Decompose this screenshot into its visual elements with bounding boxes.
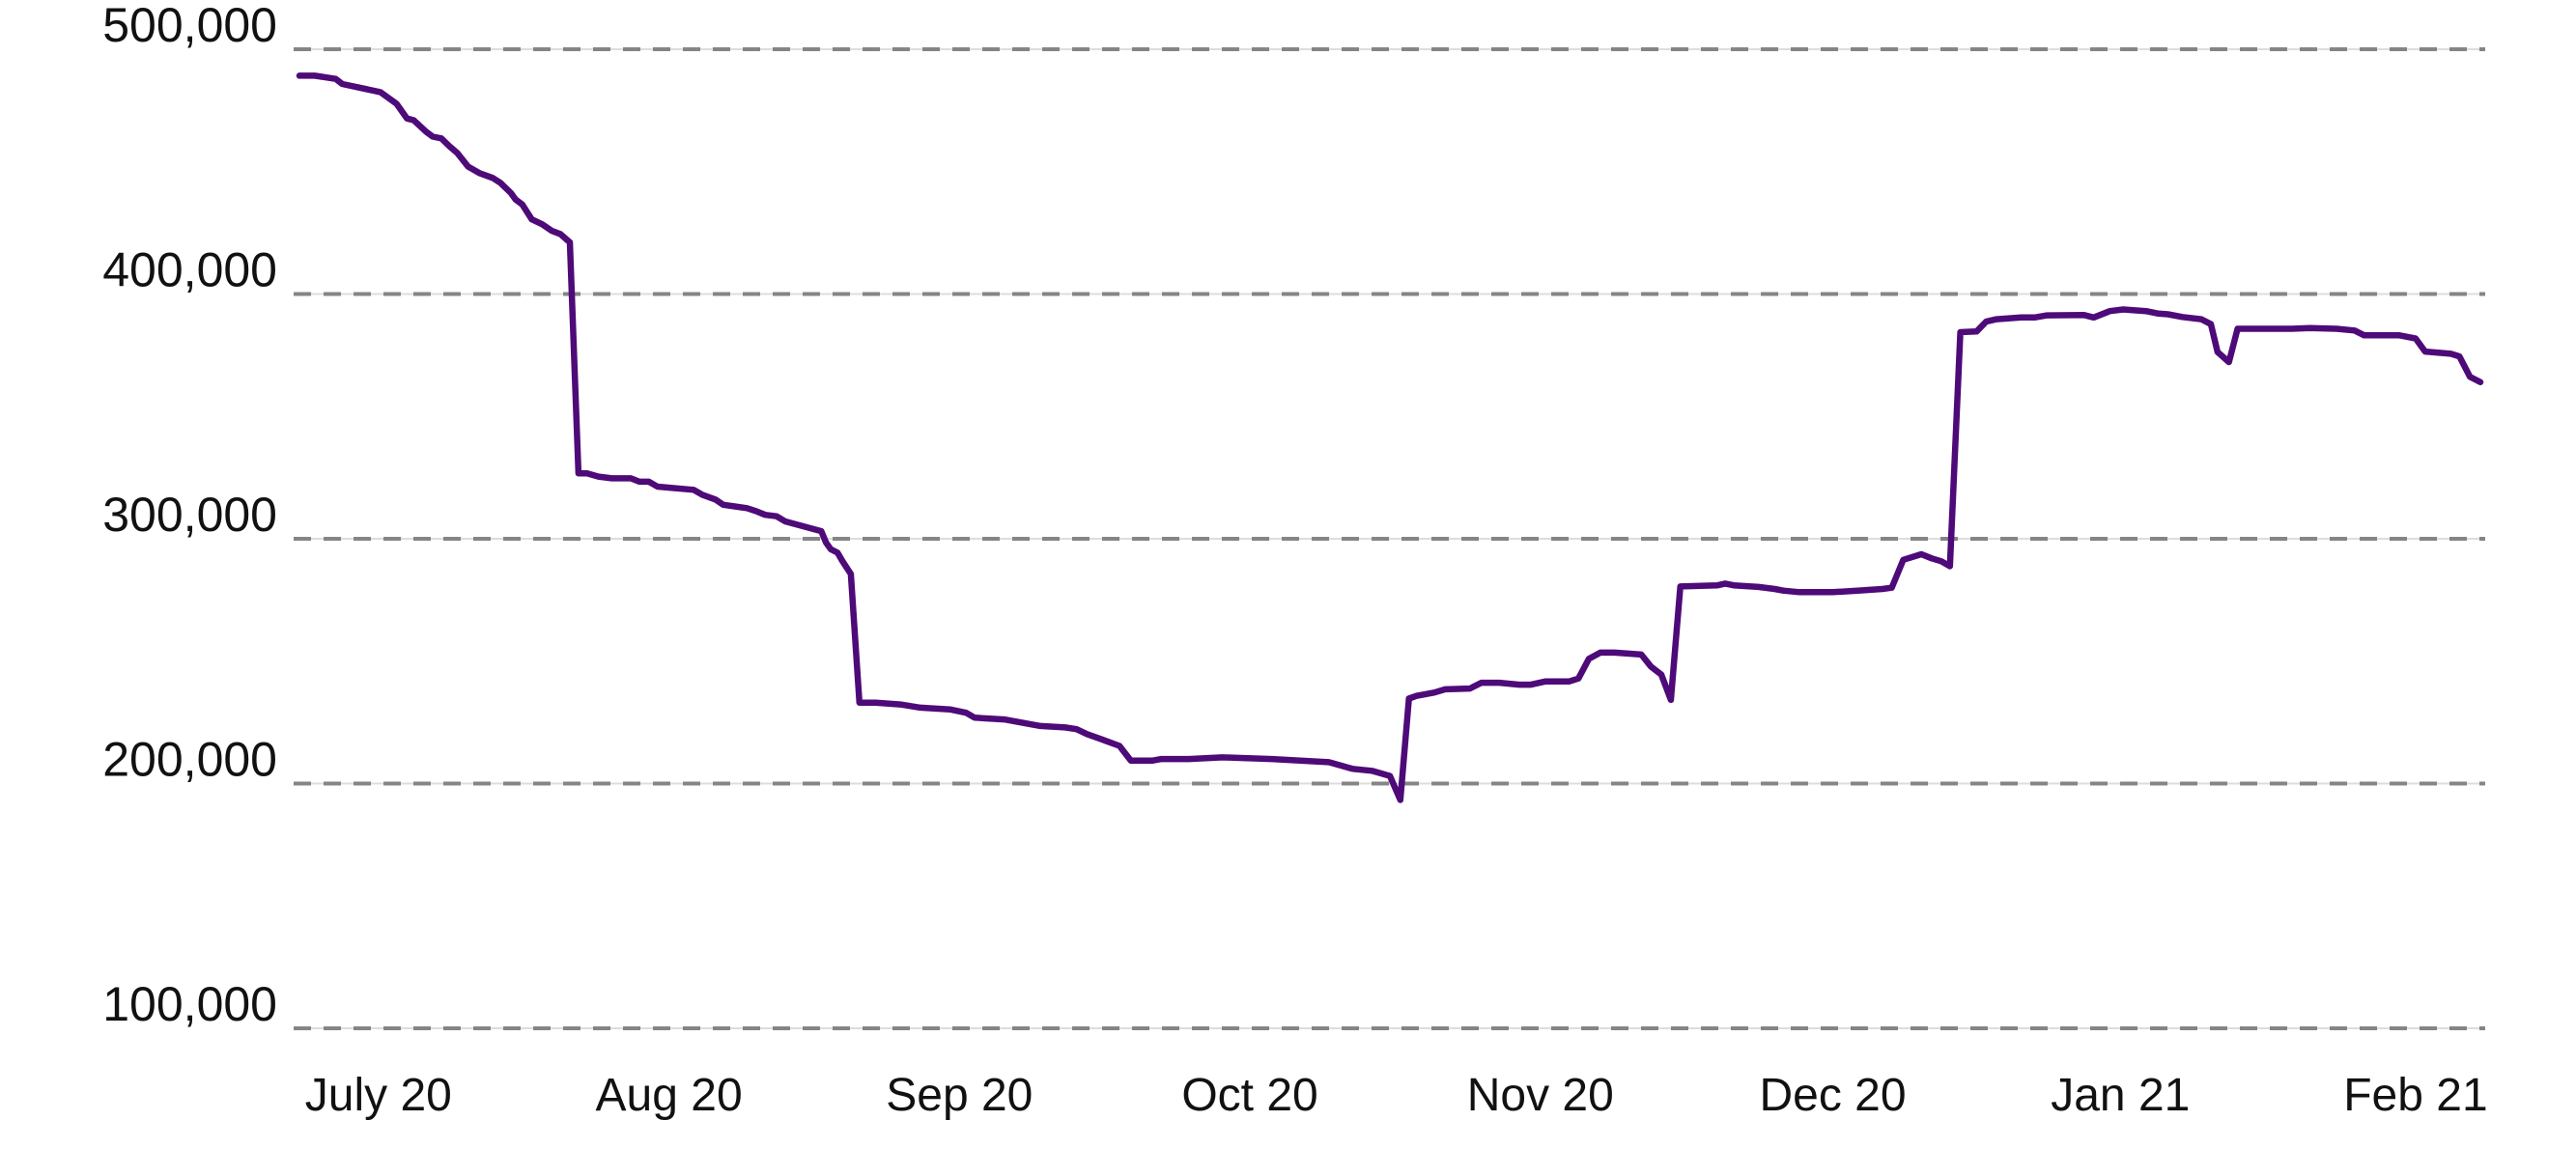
series-line [296, 72, 2484, 803]
x-tick-label: July 20 [305, 1070, 452, 1121]
x-axis-labels: July 20 Aug 20 Sep 20 Oct 20 Nov 20 Dec 20 Jan… [305, 1070, 2488, 1121]
x-tick-label: Sep 20 [886, 1070, 1033, 1121]
x-tick-label: Nov 20 [1467, 1070, 1614, 1121]
y-tick-label: 100,000 [102, 977, 277, 1031]
y-tick-label: 300,000 [102, 488, 277, 542]
y-tick-label: 200,000 [102, 733, 277, 787]
x-tick-label: Oct 20 [1181, 1070, 1317, 1121]
gridlines [294, 47, 2485, 1030]
x-tick-label: Dec 20 [1759, 1070, 1906, 1121]
y-axis-labels: 500,000 400,000 300,000 200,000 100,000 [102, 0, 277, 1031]
x-tick-label: Jan 21 [2051, 1070, 2190, 1121]
y-tick-label: 500,000 [102, 0, 277, 52]
x-tick-label: Feb 21 [2343, 1070, 2487, 1121]
y-tick-label: 400,000 [102, 243, 277, 297]
x-tick-label: Aug 20 [596, 1070, 743, 1121]
series-group [296, 72, 2484, 803]
